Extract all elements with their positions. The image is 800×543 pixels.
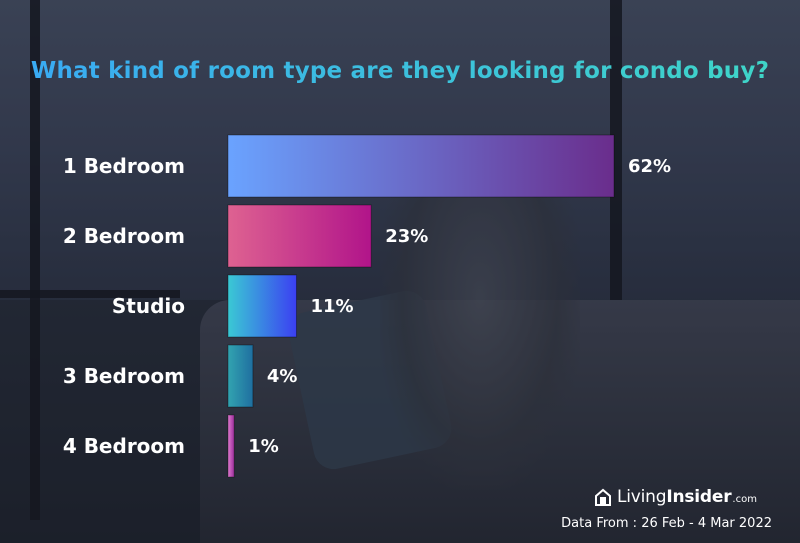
bar-3-bedroom [227, 344, 254, 408]
brand-name-bold: Insider [666, 487, 732, 507]
value-label: 4% [267, 366, 298, 387]
brand-name: LivingInsider [617, 487, 732, 507]
category-label: 4 Bedroom [63, 434, 185, 458]
category-label: Studio [112, 294, 185, 318]
chart-title: What kind of room type are they looking … [0, 58, 800, 84]
value-label: 1% [248, 436, 279, 457]
value-label: 11% [310, 296, 353, 317]
brand-domain: .com [732, 493, 757, 505]
category-label: 1 Bedroom [63, 154, 185, 178]
bar-4-bedroom [227, 414, 235, 478]
value-label: 62% [628, 156, 671, 177]
brand-logo: LivingInsider .com [594, 487, 757, 507]
bar-1-bedroom [227, 134, 615, 198]
brand-name-light: Living [617, 487, 667, 507]
bar-studio [227, 274, 297, 338]
data-source-note: Data From : 26 Feb - 4 Mar 2022 [561, 516, 772, 531]
category-label: 3 Bedroom [63, 364, 185, 388]
house-logo-icon [595, 488, 611, 506]
category-label: 2 Bedroom [63, 224, 185, 248]
bar-2-bedroom [227, 204, 372, 268]
value-label: 23% [385, 226, 428, 247]
